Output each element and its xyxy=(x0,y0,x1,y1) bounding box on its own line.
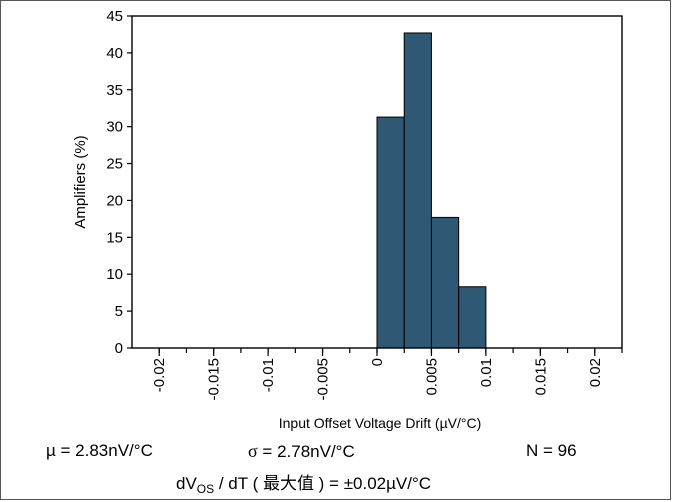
y-tick-label-7: 35 xyxy=(106,82,123,99)
x-tick-label-3: -0.005 xyxy=(315,358,332,401)
x-axis-label: Input Offset Voltage Drift (µV/°C) xyxy=(279,415,482,431)
y-axis-label: Amplifiers (%) xyxy=(72,135,89,228)
formula-suffix: / dT ( 最大值 ) = ±0.02µV/°C xyxy=(214,474,432,493)
y-tick-label-3: 15 xyxy=(106,229,123,246)
x-tick-label-2: -0.01 xyxy=(260,358,277,392)
x-tick-label-5: 0.005 xyxy=(423,358,440,396)
y-tick-label-6: 30 xyxy=(106,119,123,136)
formula-subscript: OS xyxy=(196,482,215,496)
x-tick-label-1: -0.015 xyxy=(206,358,223,401)
x-tick-label-7: 0.015 xyxy=(532,358,549,396)
y-tick-label-2: 10 xyxy=(106,266,123,283)
sigma-value: = 2.78nV/°C xyxy=(257,442,355,461)
histogram-bar-1 xyxy=(376,116,405,349)
sigma-stat: σ = 2.78nV/°C xyxy=(248,441,355,462)
y-tick-label-1: 5 xyxy=(115,303,123,320)
y-tick-label-4: 20 xyxy=(106,192,123,209)
mean-stat: µ = 2.83nV/°C xyxy=(46,441,153,460)
axes-layer xyxy=(127,15,623,356)
x-tick-label-4: 0 xyxy=(369,358,386,366)
y-tick-label-8: 40 xyxy=(106,45,123,62)
y-tick-label-0: 0 xyxy=(115,340,123,357)
labels-layer: 0 5 10 15 20 25 30 35 40 45 -0.02 -0.015 -0.01 -0.005… xyxy=(72,8,604,431)
sigma-symbol: σ xyxy=(248,441,258,461)
sample-count-stat: N = 96 xyxy=(526,441,577,460)
x-tick-label-6: 0.01 xyxy=(478,358,495,387)
drift-spec-formula: dVOS / dT ( 最大值 ) = ±0.02µV/°C xyxy=(176,469,431,496)
x-tick-label-8: 0.02 xyxy=(587,358,604,387)
x-tick-label-0: -0.02 xyxy=(151,358,168,392)
histogram-bar-3 xyxy=(430,216,460,349)
histogram-bar-2 xyxy=(403,32,432,349)
y-tick-label-9: 45 xyxy=(106,8,123,25)
formula-prefix: dV xyxy=(176,474,197,493)
bars-layer xyxy=(376,32,487,349)
histogram-bar-4 xyxy=(458,286,487,349)
y-tick-label-5: 25 xyxy=(106,156,123,173)
